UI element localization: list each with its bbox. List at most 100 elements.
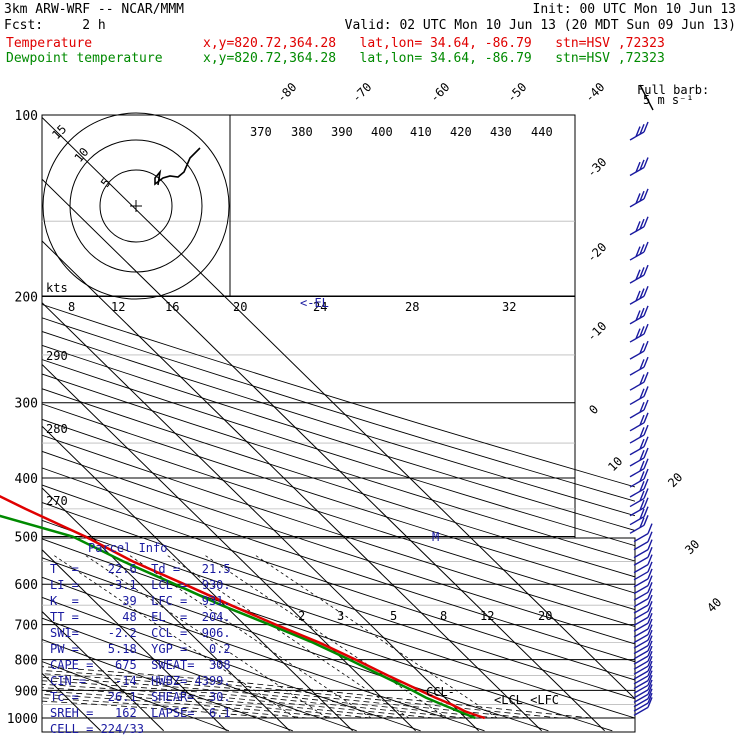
moist-adiabat: [42, 673, 529, 719]
wind-barb: [629, 121, 649, 141]
hodo-ring-label: 5: [98, 176, 114, 190]
pressure-tick-label: 100: [15, 109, 38, 124]
moist-adiabat: [42, 676, 498, 719]
el-annotation: <-EL: [300, 296, 329, 310]
dry-adiabat: [42, 359, 635, 547]
wind-barb: [633, 554, 653, 574]
theta-tick-label: 370: [250, 125, 272, 139]
isotherm-line: [42, 610, 165, 732]
dewpoint-point: [174, 583, 176, 585]
init-time: Init: 00 UTC Mon 10 Jun 13: [533, 2, 737, 17]
mixing-ratio-tick-label: 8: [440, 609, 447, 623]
theta-tick-label: 430: [490, 125, 512, 139]
dry-adiabat: [42, 484, 635, 681]
temperature-point: [419, 689, 421, 692]
wind-barb: [633, 660, 653, 680]
height-tick-label: 270: [46, 494, 68, 508]
dewpoint-point: [411, 689, 414, 692]
dry-adiabat: [42, 317, 635, 502]
mixing-ratio-tick-label: 20: [538, 609, 552, 623]
pressure-tick-label: 1000: [7, 712, 38, 727]
dewpoint-point: [122, 560, 124, 563]
isotherm-tick-label: -70: [349, 80, 374, 105]
parcel-info-row: SWI= -2.2 CCL = 906.: [50, 626, 231, 640]
wind-barb: [633, 568, 653, 588]
wind-speed-tick-label: 24: [313, 300, 327, 314]
wind-barb: [629, 436, 649, 456]
temperature-point: [354, 658, 357, 661]
wind-barb: [629, 305, 649, 325]
isotherm-tick-label: 30: [682, 537, 702, 557]
dry-adiabat: [42, 576, 485, 732]
model-title: 3km ARW-WRF -- NCAR/MMM: [4, 2, 184, 17]
background-grid: [42, 115, 635, 732]
mixing-ratio-line: [54, 555, 296, 719]
wind-speed-tick-label: 20: [233, 300, 247, 314]
dry-adiabat: [42, 450, 635, 645]
dewpoint-point: [425, 696, 427, 699]
hodo-ring-label: 15: [49, 122, 69, 142]
wind-barb: [629, 424, 649, 444]
pressure-tick-label: 900: [15, 684, 38, 699]
isotherm-line: [42, 240, 543, 732]
dry-adiabat: [42, 638, 293, 732]
pressure-tick-label: 600: [15, 578, 38, 593]
wind-barb: [633, 523, 653, 543]
barb-legend-icon: [639, 84, 654, 111]
theta-tick-label: 390: [331, 125, 353, 139]
theta-tick-label: 400: [371, 125, 393, 139]
dewpoint-point: [220, 604, 223, 606]
wind-speed-tick-label: 12: [111, 300, 125, 314]
parcel-info-row: SREH = 162 LAPSE= 6.1: [50, 706, 231, 720]
dewpoint-point: [380, 674, 383, 677]
m-annotation: M: [432, 530, 439, 544]
mixing-ratio-line: [255, 555, 498, 719]
pressure-tick-label: 300: [15, 397, 38, 412]
wind-barb: [633, 655, 653, 675]
wind-barb: [633, 618, 653, 638]
dry-adiabat: [42, 434, 635, 628]
isotherm-tick-label: -20: [584, 240, 609, 265]
mixing-ratio-line: [205, 555, 447, 719]
dewpoint-legend: Dewpoint temperature: [6, 51, 163, 66]
wind-barb: [633, 684, 653, 703]
dewpoint-point: [348, 658, 351, 661]
wind-barb: [629, 264, 649, 284]
wind-barb: [633, 612, 653, 632]
wind-barb: [629, 515, 649, 534]
isotherm-tick-label: -50: [504, 80, 529, 105]
wind-barb: [633, 546, 653, 566]
valid-time: Valid: 02 UTC Mon 10 Jun 13 (20 MDT Sun …: [345, 18, 736, 33]
wind-barb: [633, 645, 653, 665]
dewpoint-point: [458, 710, 460, 713]
isotherm-line: [42, 425, 354, 732]
parcel-info-row: TT = 48 EL = 204.: [50, 610, 231, 624]
isotherm-tick-label: 0: [586, 402, 601, 417]
dry-adiabat: [42, 519, 635, 719]
pressure-tick-label: 400: [15, 472, 38, 487]
wind-barb: [629, 488, 649, 508]
mixing-ratio-lines: [54, 555, 498, 719]
wind-barb: [629, 399, 649, 419]
mixing-ratio-tick-label: 2: [298, 609, 305, 623]
wind-barb: [633, 635, 653, 655]
isotherm-line: [42, 301, 480, 732]
wind-barbs: [629, 121, 653, 716]
wind-barb: [633, 588, 653, 608]
wind-barb: [633, 650, 653, 670]
temperature-point: [131, 560, 134, 563]
forecast-hour: Fcst: 2 h: [4, 18, 106, 33]
parcel-info-row: Tc = 26.1 SHEAR= 30.: [50, 690, 231, 704]
wind-barb: [633, 670, 653, 690]
parcel-info-row: K = 39 LFC = 931.: [50, 594, 231, 608]
wind-barb: [629, 478, 649, 498]
barb-legend-value: 5 m s⁻¹: [643, 93, 694, 107]
isotherm-tick-label: 40: [704, 595, 724, 615]
wind-barb: [629, 216, 649, 236]
mixing-ratio-tick-label: 3: [337, 609, 344, 623]
theta-tick-label: 440: [531, 125, 553, 139]
wind-barb: [633, 640, 653, 660]
temperature-point: [275, 623, 277, 626]
wind-barb: [633, 539, 653, 559]
